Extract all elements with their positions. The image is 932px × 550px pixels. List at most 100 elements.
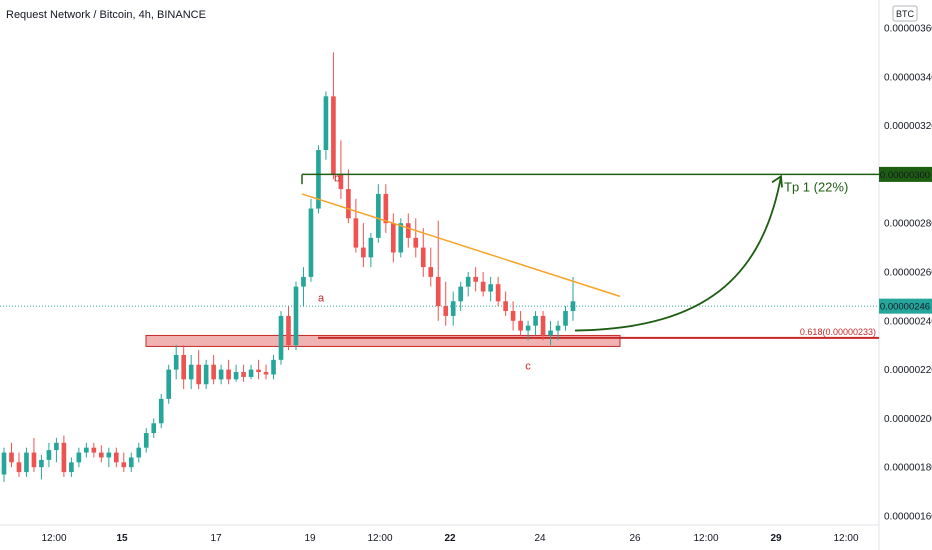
candle [233, 364, 239, 382]
candle [293, 281, 299, 351]
candle [106, 447, 112, 468]
time-tick-label: 19 [304, 533, 316, 544]
target-price-badge: 0.00000300 [879, 166, 932, 182]
candle [241, 364, 246, 382]
candle [151, 418, 157, 438]
time-tick-label: 24 [534, 533, 546, 544]
candle [69, 457, 74, 477]
candle [16, 452, 22, 477]
candle [398, 218, 404, 258]
candle [136, 442, 142, 463]
candle [301, 267, 306, 307]
candle [203, 359, 209, 390]
last-price-badge: 0.00000246 [879, 298, 932, 314]
price-axis[interactable]: 0.00000160 0.00000180 0.00000200 0.00000220… [884, 24, 932, 523]
candle [31, 437, 37, 473]
candle [465, 272, 471, 297]
currency-badge[interactable]: BTC [892, 5, 918, 22]
price-tick-label: 0.00000180 [884, 463, 932, 474]
candle [555, 320, 561, 341]
wave-label-a: a [318, 292, 325, 304]
price-tick-label: 0.00000220 [884, 365, 932, 376]
price-tick-label: 0.00000320 [884, 121, 932, 132]
candle [211, 354, 216, 385]
candle [473, 267, 478, 292]
candle [121, 452, 127, 473]
fib-label: 0.618(0.00000233) [800, 327, 876, 337]
candle [338, 140, 344, 199]
target-price-badge-label: 0.00000300 [880, 170, 930, 181]
projection-arrow[interactable] [574, 176, 782, 332]
wave-label-c: c [525, 361, 531, 373]
support-zone[interactable] [145, 334, 621, 347]
candle [158, 394, 164, 429]
candle [361, 223, 366, 268]
candle [488, 276, 493, 302]
candle [563, 306, 568, 331]
time-tick-label: 12:00 [693, 533, 718, 544]
candle [376, 184, 381, 243]
candle [99, 445, 104, 463]
time-tick-label: 17 [210, 533, 222, 544]
candle [196, 350, 201, 390]
candle [450, 291, 456, 326]
candle [173, 345, 179, 380]
candle [24, 447, 29, 477]
candle [188, 354, 194, 390]
price-tick-label: 0.00000200 [884, 414, 932, 425]
candle [181, 345, 187, 390]
time-tick-label: 29 [770, 533, 782, 544]
projection-arrow-head [771, 174, 783, 188]
wave-label-b: b [334, 173, 340, 185]
price-tick-label: 0.00000260 [884, 268, 932, 279]
candle [278, 311, 284, 365]
candle [368, 232, 374, 268]
candle [54, 437, 59, 463]
candle [390, 213, 396, 263]
price-tick-label: 0.00000160 [884, 512, 932, 523]
candle [413, 218, 419, 258]
candle [256, 359, 261, 380]
price-tick-label: 0.00000240 [884, 316, 932, 327]
candle [61, 435, 67, 477]
time-axis[interactable]: 12:00 15 17 19 12:00 22 24 26 12:00 29 12:00 [41, 533, 858, 544]
candle [533, 311, 538, 336]
candle [39, 455, 44, 480]
candle [518, 311, 523, 336]
candle [570, 276, 576, 321]
candle [226, 359, 231, 385]
price-tick-label: 0.00000340 [884, 72, 932, 83]
candle [1, 447, 7, 482]
price-tick-label: 0.00000280 [884, 219, 932, 230]
currency-badge-label: BTC [896, 9, 915, 19]
candle [218, 364, 224, 385]
candle [405, 213, 411, 248]
candle [271, 354, 276, 380]
candle [323, 91, 329, 160]
candle [495, 276, 501, 307]
candle [458, 281, 464, 312]
candle [443, 281, 449, 326]
candle [46, 442, 52, 468]
time-tick-label: 12:00 [367, 533, 392, 544]
time-tick-label: 12:00 [41, 533, 66, 544]
candle [76, 447, 82, 468]
candle [128, 452, 134, 473]
candle [84, 442, 89, 458]
candle [9, 442, 14, 468]
candle [480, 272, 486, 297]
candle [428, 247, 434, 287]
time-tick-label: 15 [116, 533, 128, 544]
price-tick-label: 0.00000360 [884, 24, 932, 35]
candles [1, 52, 576, 482]
candle [308, 198, 314, 282]
chart-title: Request Network / Bitcoin, 4h, BINANCE [6, 9, 206, 21]
candle [286, 306, 291, 351]
candle [346, 169, 351, 224]
candle [540, 311, 546, 341]
time-tick-label: 22 [444, 533, 456, 544]
descending-trendline[interactable] [301, 193, 621, 298]
candle [525, 320, 531, 341]
